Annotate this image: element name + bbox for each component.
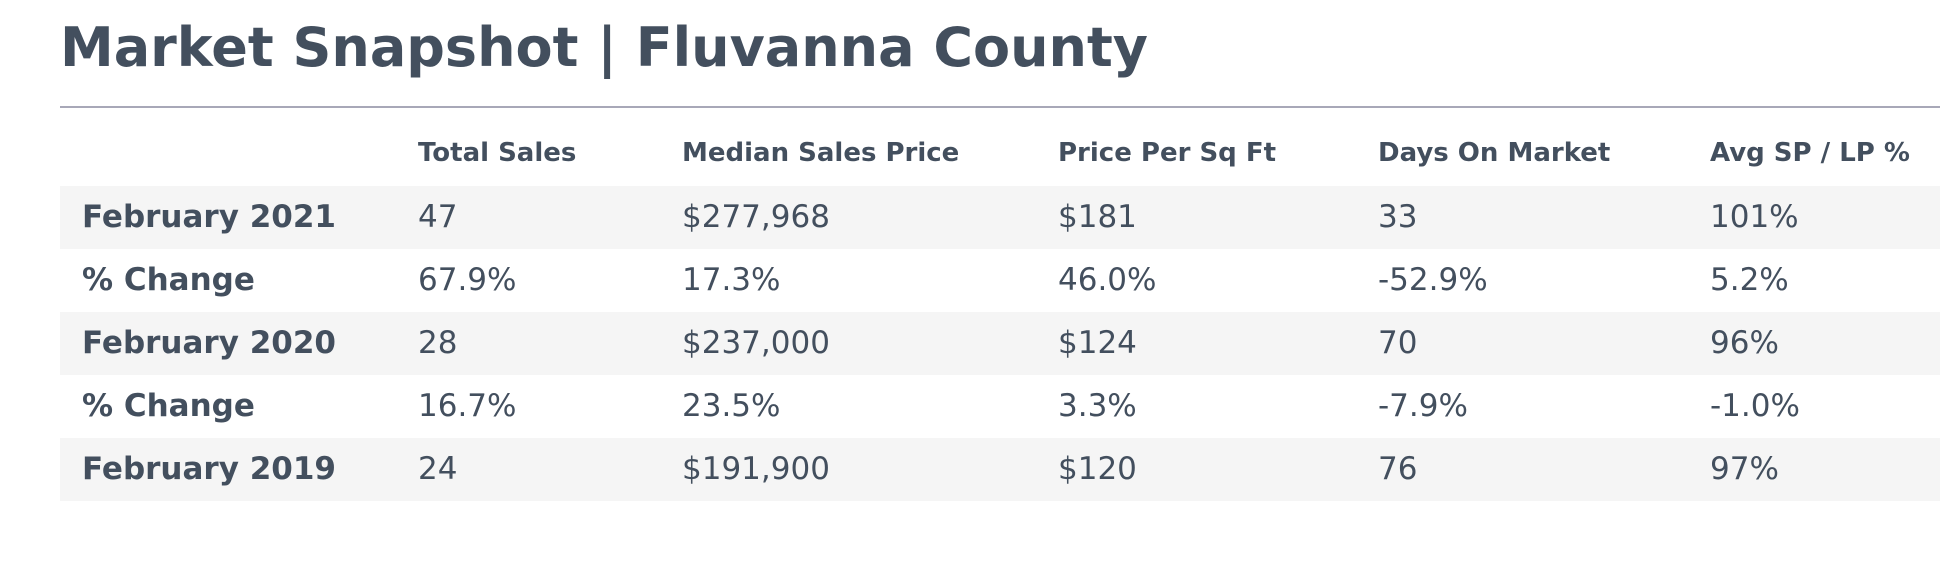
row-label: % Change bbox=[82, 262, 255, 298]
column-header-avg-sp-lp: Avg SP / LP % bbox=[1710, 138, 1910, 168]
cell-median-sales-price: 23.5% bbox=[682, 388, 781, 424]
cell-avg-sp-lp: -1.0% bbox=[1710, 388, 1800, 424]
cell-total-sales: 47 bbox=[418, 199, 458, 235]
cell-median-sales-price: $277,968 bbox=[682, 199, 830, 235]
table-row: % Change 67.9% 17.3% 46.0% -52.9% 5.2% bbox=[60, 249, 1940, 312]
row-label: February 2020 bbox=[82, 325, 336, 361]
column-header-days-on-market: Days On Market bbox=[1378, 138, 1611, 168]
cell-price-per-sq-ft: $124 bbox=[1058, 325, 1137, 361]
column-header-total-sales: Total Sales bbox=[418, 138, 577, 168]
column-header-price-per-sq-ft: Price Per Sq Ft bbox=[1058, 138, 1277, 168]
row-label: February 2021 bbox=[82, 199, 336, 235]
cell-days-on-market: -7.9% bbox=[1378, 388, 1468, 424]
cell-avg-sp-lp: 96% bbox=[1710, 325, 1779, 361]
title-divider bbox=[60, 106, 1940, 108]
cell-days-on-market: 70 bbox=[1378, 325, 1418, 361]
cell-total-sales: 67.9% bbox=[418, 262, 517, 298]
cell-avg-sp-lp: 97% bbox=[1710, 451, 1779, 487]
market-snapshot-table: Total Sales Median Sales Price Price Per… bbox=[60, 126, 1940, 501]
cell-days-on-market: 33 bbox=[1378, 199, 1418, 235]
table-row: % Change 16.7% 23.5% 3.3% -7.9% -1.0% bbox=[60, 375, 1940, 438]
cell-price-per-sq-ft: $120 bbox=[1058, 451, 1137, 487]
cell-price-per-sq-ft: $181 bbox=[1058, 199, 1137, 235]
table-row: February 2019 24 $191,900 $120 76 97% bbox=[60, 438, 1940, 501]
cell-total-sales: 24 bbox=[418, 451, 458, 487]
cell-avg-sp-lp: 5.2% bbox=[1710, 262, 1789, 298]
table-row: February 2021 47 $277,968 $181 33 101% bbox=[60, 186, 1940, 249]
cell-total-sales: 28 bbox=[418, 325, 458, 361]
cell-price-per-sq-ft: 46.0% bbox=[1058, 262, 1157, 298]
row-label: % Change bbox=[82, 388, 255, 424]
row-label: February 2019 bbox=[82, 451, 336, 487]
table-header-row: Total Sales Median Sales Price Price Per… bbox=[60, 126, 1940, 186]
cell-median-sales-price: $191,900 bbox=[682, 451, 830, 487]
table-row: February 2020 28 $237,000 $124 70 96% bbox=[60, 312, 1940, 375]
cell-days-on-market: -52.9% bbox=[1378, 262, 1488, 298]
cell-median-sales-price: $237,000 bbox=[682, 325, 830, 361]
page-title: Market Snapshot | Fluvanna County bbox=[60, 16, 1148, 79]
cell-total-sales: 16.7% bbox=[418, 388, 517, 424]
column-header-median-sales-price: Median Sales Price bbox=[682, 138, 960, 168]
cell-days-on-market: 76 bbox=[1378, 451, 1418, 487]
cell-avg-sp-lp: 101% bbox=[1710, 199, 1799, 235]
cell-median-sales-price: 17.3% bbox=[682, 262, 781, 298]
cell-price-per-sq-ft: 3.3% bbox=[1058, 388, 1137, 424]
